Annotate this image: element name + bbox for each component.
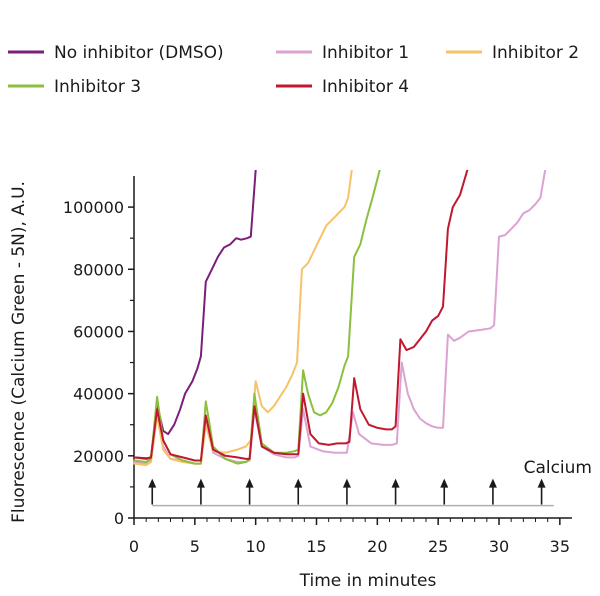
calcium-arrow-head bbox=[294, 478, 303, 488]
calcium-arrow-head bbox=[488, 478, 497, 488]
legend-entry: No inhibitor (DMSO) bbox=[8, 43, 224, 63]
legend: No inhibitor (DMSO) Inhibitor 1 Inhibitor … bbox=[8, 43, 579, 97]
calcium-arrow-head bbox=[196, 478, 205, 488]
legend-label: No inhibitor (DMSO) bbox=[54, 43, 224, 63]
calcium-arrow-head bbox=[148, 478, 157, 488]
axes bbox=[133, 176, 572, 519]
series-lines bbox=[133, 170, 547, 467]
y-ticks: 0 20000 40000 60000 80000 100000 bbox=[63, 198, 134, 528]
calcium-annotation: Calcium bbox=[148, 458, 592, 507]
series-line bbox=[133, 170, 469, 462]
legend-entry: Inhibitor 3 bbox=[8, 77, 141, 97]
legend-entry: Inhibitor 1 bbox=[276, 43, 409, 63]
y-axis-title: Fluorescence (Calcium Green - 5N), A.U. bbox=[9, 181, 29, 523]
x-tick-label: 25 bbox=[428, 537, 448, 556]
x-axis-title: Time in minutes bbox=[299, 571, 437, 591]
calcium-arrow-head bbox=[391, 478, 400, 488]
legend-entry: Inhibitor 2 bbox=[446, 43, 579, 63]
x-tick-label: 30 bbox=[489, 537, 509, 556]
y-tick-label: 0 bbox=[114, 509, 124, 528]
x-tick-label: 35 bbox=[550, 537, 570, 556]
series-line bbox=[133, 170, 353, 467]
x-ticks: 0 5 10 15 20 25 30 35 bbox=[129, 518, 570, 556]
x-tick-label: 5 bbox=[190, 537, 200, 556]
calcium-arrow-head bbox=[245, 478, 254, 488]
legend-label: Inhibitor 3 bbox=[54, 77, 141, 97]
calcium-arrow-head bbox=[440, 478, 449, 488]
x-tick-label: 0 bbox=[129, 537, 139, 556]
y-tick-label: 100000 bbox=[63, 198, 124, 217]
y-tick-label: 80000 bbox=[73, 260, 124, 279]
x-tick-label: 10 bbox=[245, 537, 265, 556]
calcium-arrow-head bbox=[342, 478, 351, 488]
calcium-label: Calcium bbox=[524, 458, 592, 478]
legend-entry: Inhibitor 4 bbox=[276, 77, 409, 97]
legend-label: Inhibitor 1 bbox=[322, 43, 409, 63]
y-tick-label: 60000 bbox=[73, 322, 124, 341]
legend-label: Inhibitor 4 bbox=[322, 77, 409, 97]
y-tick-label: 40000 bbox=[73, 385, 124, 404]
x-tick-label: 20 bbox=[367, 537, 387, 556]
calcium-arrow-head bbox=[537, 478, 546, 488]
y-tick-label: 20000 bbox=[73, 447, 124, 466]
x-tick-label: 15 bbox=[306, 537, 326, 556]
legend-label: Inhibitor 2 bbox=[492, 43, 579, 63]
series-line bbox=[133, 170, 547, 465]
series-line bbox=[133, 170, 257, 460]
